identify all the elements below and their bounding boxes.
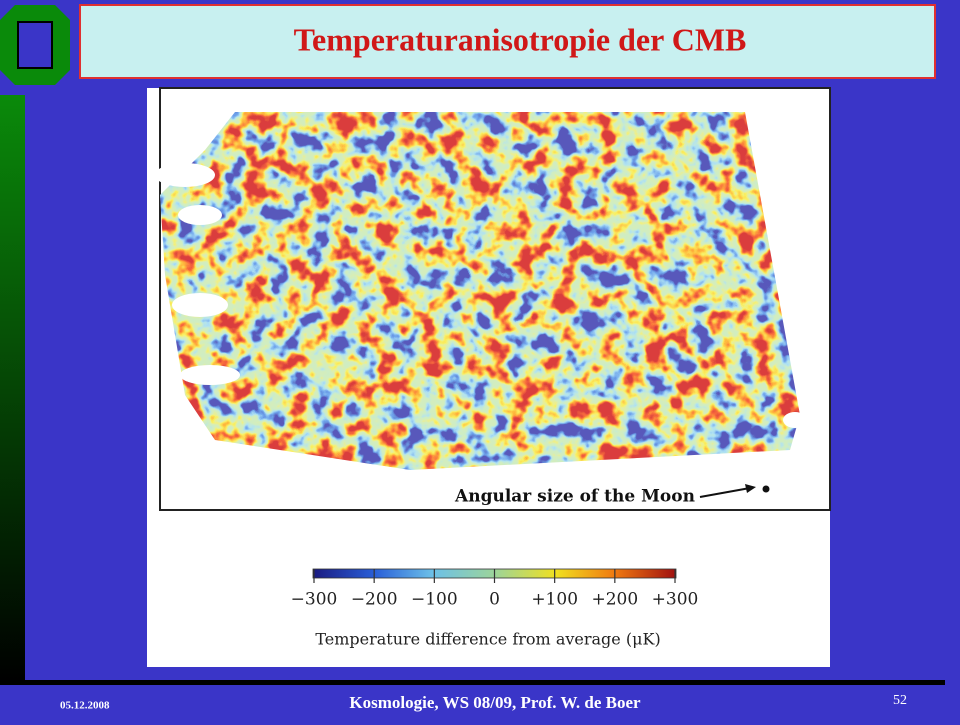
colorbar-tick-label: +100 (531, 590, 578, 610)
moon-dot (762, 485, 770, 493)
footer-date: 05.12.2008 (60, 700, 110, 712)
arrow (699, 487, 751, 498)
map-gaps (155, 163, 807, 428)
colorbar-label: Temperature difference from average (μK) (315, 630, 660, 649)
colorbar-tick-label: 0 (489, 590, 500, 610)
colorbar-tick-label: −200 (351, 590, 398, 610)
colorbar-tick-label: +200 (591, 590, 638, 610)
colorbar-tick-label: +300 (652, 590, 699, 610)
arrow-head (745, 484, 756, 493)
colorbar-tick-label: −300 (291, 590, 338, 610)
logo (0, 5, 70, 85)
annotation: Angular size of the Moon (454, 487, 695, 507)
title: Temperaturanisotropie der CMB (294, 21, 747, 57)
page-number: 52 (893, 693, 907, 708)
side-bar (0, 95, 25, 680)
footer-text: Kosmologie, WS 08/09, Prof. W. de Boer (349, 693, 641, 712)
cmb-map (160, 112, 800, 470)
footer-line (0, 680, 945, 685)
colorbar-tick-label: −100 (411, 590, 458, 610)
title-box (79, 4, 936, 79)
colorbar-ticks: −300 −200 −100 0 +100 +200 +300 (291, 569, 699, 610)
